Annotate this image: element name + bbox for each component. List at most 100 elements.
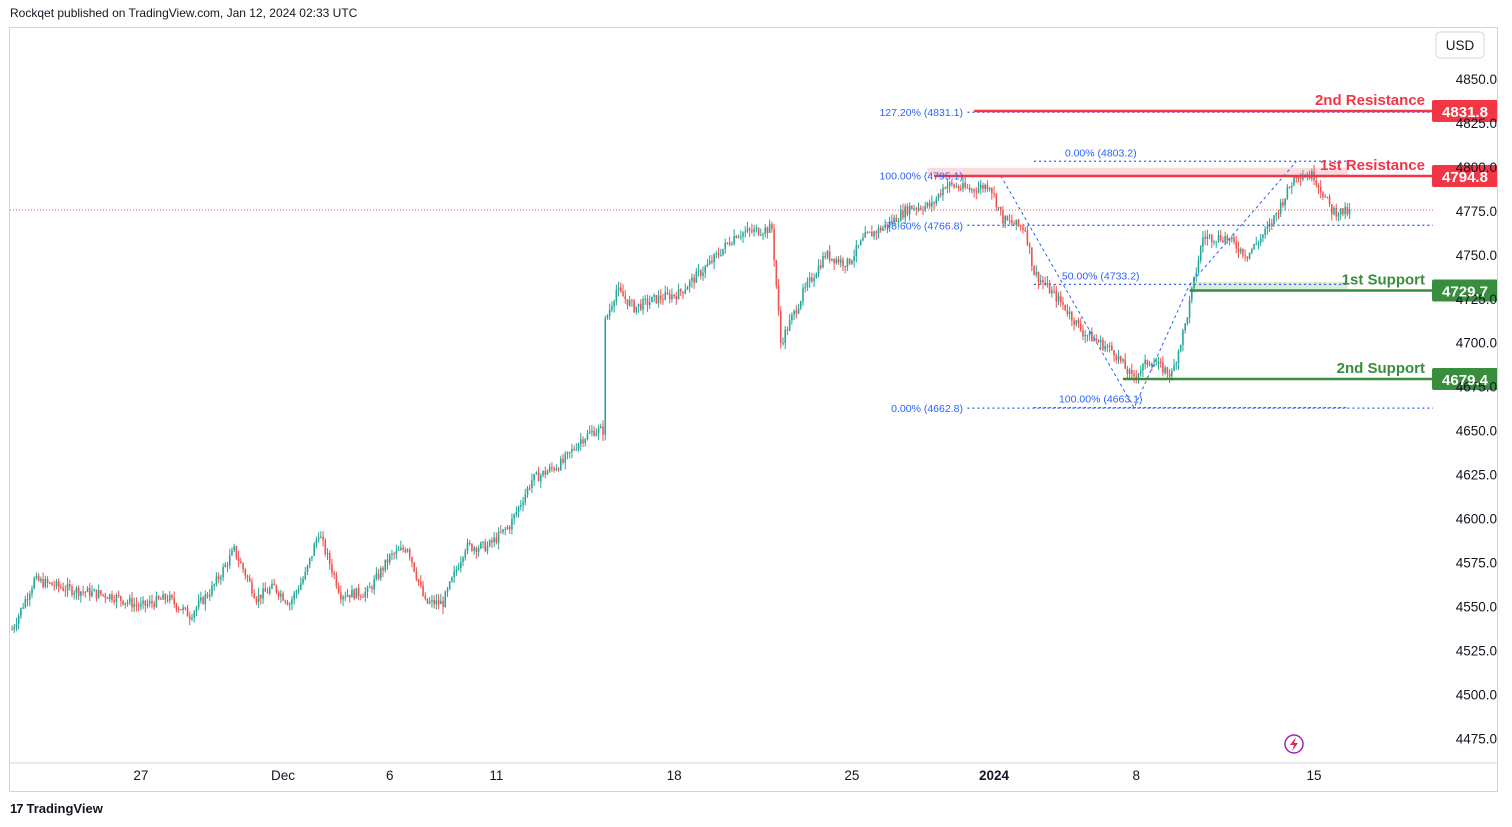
candle (706, 258, 709, 268)
candle (897, 218, 900, 228)
candle-body (688, 280, 691, 288)
level-price-badge[interactable] (1432, 279, 1497, 302)
candle (400, 540, 402, 551)
candle-body (148, 600, 151, 604)
candle-body (386, 559, 389, 563)
candle (1053, 284, 1055, 295)
candle-body (995, 193, 998, 208)
candle-body (699, 270, 702, 276)
candle-body (642, 299, 644, 310)
candle (1106, 343, 1109, 352)
candle (993, 186, 995, 198)
candle-body (533, 474, 535, 481)
candle-body (511, 518, 513, 530)
candle (213, 583, 215, 591)
candle-body (871, 231, 873, 237)
candle-body (737, 236, 740, 238)
candle-body (897, 221, 900, 223)
candle (40, 576, 42, 584)
candle (1082, 324, 1084, 341)
candle (35, 572, 38, 580)
candle-body (346, 594, 349, 597)
candle (991, 187, 993, 200)
candle-body (893, 217, 895, 223)
candle-body (1275, 213, 1278, 216)
candle-body (166, 599, 169, 601)
candle (606, 314, 609, 320)
candle (1166, 366, 1169, 379)
level-price-badge[interactable] (1432, 367, 1497, 390)
candle (548, 463, 551, 473)
candle (464, 548, 467, 561)
candle-body (935, 198, 938, 204)
candle-body (1148, 363, 1151, 366)
candle (377, 568, 380, 581)
plot-area[interactable] (10, 109, 1434, 634)
time-tick-label: 18 (667, 768, 682, 783)
candle (513, 513, 515, 525)
candle-body (675, 295, 678, 300)
candle-body (480, 542, 482, 549)
candle-body (264, 588, 267, 592)
candle (484, 538, 487, 553)
price-tick-label: 4825.0 (1456, 116, 1497, 131)
candle-body (817, 265, 820, 275)
candle-body (1062, 302, 1064, 305)
candle-body (531, 480, 533, 488)
candle (424, 592, 427, 601)
candle-body (764, 227, 767, 234)
candle-body (508, 526, 511, 530)
candle-body (315, 539, 318, 545)
candle (968, 184, 971, 193)
candle (773, 223, 775, 267)
candle (1146, 359, 1149, 368)
candle-body (833, 258, 835, 264)
candle-body (304, 571, 307, 579)
alert-bolt-icon[interactable] (1284, 734, 1304, 754)
chart-frame[interactable]: 127.20% (4831.1) 100.00% (4795.1) 78.60% (… (9, 27, 1498, 792)
candle (155, 591, 158, 608)
candle-body (575, 449, 578, 451)
candle (371, 584, 373, 593)
level-name: 1st Support (1342, 272, 1425, 289)
candle-body (322, 536, 324, 541)
candle (355, 587, 358, 599)
candle-body (364, 591, 367, 598)
candle-body (168, 595, 171, 601)
candle (1051, 286, 1053, 298)
candle-body (702, 272, 704, 276)
candle (391, 549, 393, 561)
candle-body (866, 232, 869, 234)
candle-body (633, 300, 635, 313)
level-price-badge[interactable] (1432, 165, 1497, 188)
candle-body (333, 573, 335, 575)
candle (864, 226, 866, 238)
candle (671, 288, 673, 303)
candle (1175, 361, 1178, 370)
candle (942, 183, 944, 201)
candle-body (975, 191, 978, 193)
candle-body (611, 306, 613, 310)
candle-body (213, 584, 215, 586)
candle-body (1059, 296, 1062, 303)
candle-body (408, 549, 411, 558)
candle-body (922, 209, 924, 211)
price-axis[interactable] (1432, 31, 1497, 390)
candles[interactable] (11, 164, 1351, 634)
candle (300, 577, 302, 591)
candle (228, 548, 231, 569)
candle (1346, 203, 1349, 217)
candle-body (584, 439, 587, 444)
level-price-badge[interactable] (1432, 99, 1497, 122)
price-chart[interactable]: 127.20% (4831.1) 100.00% (4795.1) 78.60% (… (10, 28, 1497, 791)
candle-body (253, 593, 255, 599)
currency-button[interactable] (1435, 31, 1485, 59)
candle-body (1342, 208, 1344, 215)
candle-body (182, 607, 184, 611)
fib-right-label: 100.00% (4663.1) (1059, 394, 1142, 406)
candle (944, 186, 946, 190)
candle-body (1079, 323, 1082, 331)
candle (813, 273, 815, 288)
candle (1319, 180, 1322, 199)
candle-body (435, 600, 438, 605)
